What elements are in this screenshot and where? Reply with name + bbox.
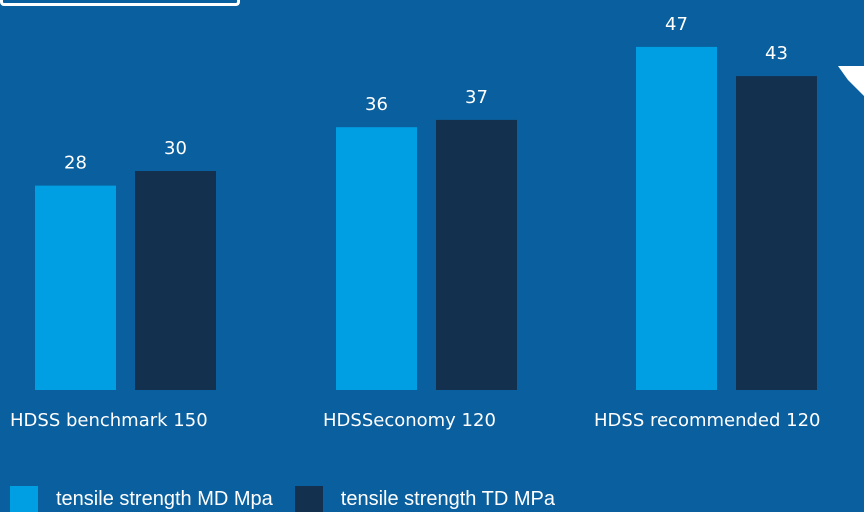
legend-swatch-md [10,486,38,512]
bar-td-1 [135,171,216,390]
data-label-td-3: 43 [765,43,788,64]
data-label-md-2: 36 [365,94,388,115]
category-label-1: HDSS benchmark 150 [10,410,208,431]
legend-item-td: tensile strength TD MPa [294,486,555,512]
category-label-2: HDSSeconomy 120 [323,410,496,431]
legend-swatch-td [294,486,323,512]
data-label-td-2: 37 [465,87,488,108]
bar-td-3 [736,76,817,390]
bars-layer [35,46,817,391]
data-labels-layer: 28 30 36 37 47 43 [64,14,788,174]
data-label-td-1: 30 [164,138,187,159]
bar-md-1 [35,185,116,390]
legend-item-md: tensile strength MD Mpa [10,486,273,512]
bar-md-2 [336,127,417,390]
legend-label-td: tensile strength TD MPa [340,487,555,510]
top-bracket-decoration [0,0,240,6]
bar-md-3 [636,46,717,391]
legend: tensile strength MD Mpa tensile strength… [10,486,577,512]
category-label-3: HDSS recommended 120 [594,410,821,431]
data-label-md-3: 47 [665,14,688,35]
bar-td-2 [436,119,517,391]
arrow-icon [838,66,864,96]
legend-label-md: tensile strength MD Mpa [56,487,273,510]
data-label-md-1: 28 [64,153,87,174]
